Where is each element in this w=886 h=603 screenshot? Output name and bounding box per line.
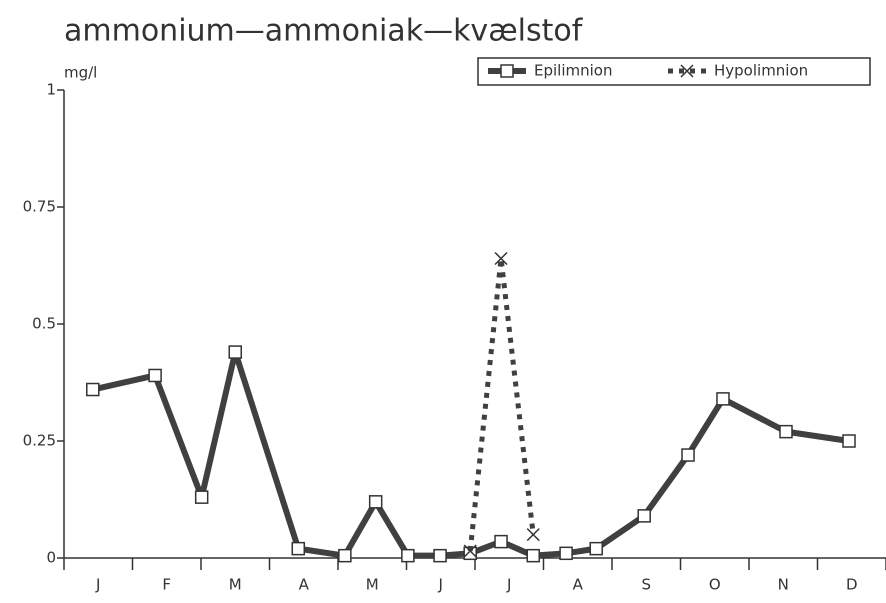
x-tick-label: F [162,576,171,594]
data-point [494,534,508,549]
data-point [86,382,100,397]
data-point [148,368,162,383]
data-point [228,345,242,359]
data-point [842,434,856,448]
data-point [589,541,603,556]
x-tick-label: J [438,576,443,594]
data-point [637,509,651,523]
data-point [681,448,695,462]
y-tick-label: 0.75 [23,198,56,216]
data-point [463,544,477,558]
y-tick-label: 1 [46,81,56,99]
series-line [467,255,536,552]
y-tick-label: 0.5 [32,315,56,333]
legend-label: Epilimnion [534,62,612,80]
data-point [401,548,415,563]
x-tick-label: A [573,576,584,594]
data-point [526,548,540,563]
data-point [368,495,383,509]
legend-marker [500,64,514,78]
x-tick-label: S [641,576,651,594]
data-point [559,546,573,561]
y-tick-label: 0 [46,549,56,567]
x-tick-label: J [506,576,511,594]
x-tick-label: N [778,576,789,594]
y-tick-label: 0.25 [23,432,56,450]
data-point [433,548,447,563]
data-point [194,490,209,504]
x-tick-label: D [846,576,858,594]
data-point [779,424,793,439]
legend-box [477,57,871,86]
data-point [291,541,306,556]
data-point [526,528,540,542]
x-tick-label: A [299,576,310,594]
legend-label: Hypolimnion [714,62,808,80]
x-tick-label: M [229,576,242,594]
legend-marker [680,64,694,78]
data-point [716,392,730,406]
y-axis-label: mg/l [64,64,97,82]
x-tick-label: J [95,576,100,594]
data-point [494,251,508,266]
data-point [338,548,352,563]
x-tick-label: M [366,576,379,594]
x-tick-label: O [709,576,721,594]
chart-title: ammonium—ammoniak—kvælstof [64,14,584,49]
